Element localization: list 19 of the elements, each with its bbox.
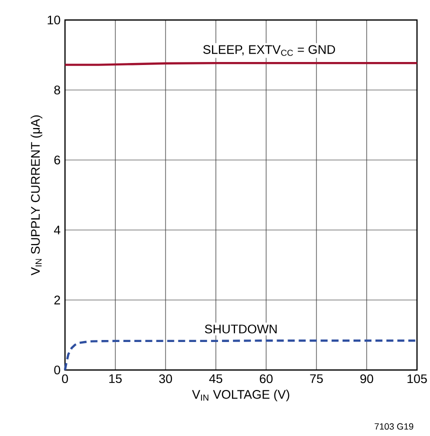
x-tick-label: 90	[360, 374, 374, 384]
x-tick-label: 75	[310, 374, 323, 384]
x-axis-title: V$_{IN}$ VOLTAGE (V)	[192, 390, 290, 402]
x-tick-label: 15	[109, 374, 122, 384]
y-tick-label: 2	[54, 296, 60, 304]
x-tick-label: 60	[260, 374, 273, 384]
series-label: SHUTDOWN	[204, 324, 277, 334]
y-tick-label: 10	[48, 16, 60, 24]
y-tick-label: 0	[54, 366, 60, 374]
y-tick-label: 6	[54, 156, 60, 164]
x-tick-label: 45	[209, 374, 222, 384]
x-tick-label: 30	[159, 374, 172, 384]
text: 7103 G19	[374, 423, 414, 430]
x-tick-label: 105	[408, 374, 427, 384]
y-tick-label: 4	[54, 226, 60, 234]
y-tick-label: 8	[54, 86, 60, 94]
x-tick-label: 0	[62, 374, 68, 384]
series-label: SLEEP, EXTV$_{CC}$ = GND	[203, 45, 336, 56]
y-axis-title: V$_{IN}$ SUPPLY CURRENT (μA)	[30, 115, 42, 276]
